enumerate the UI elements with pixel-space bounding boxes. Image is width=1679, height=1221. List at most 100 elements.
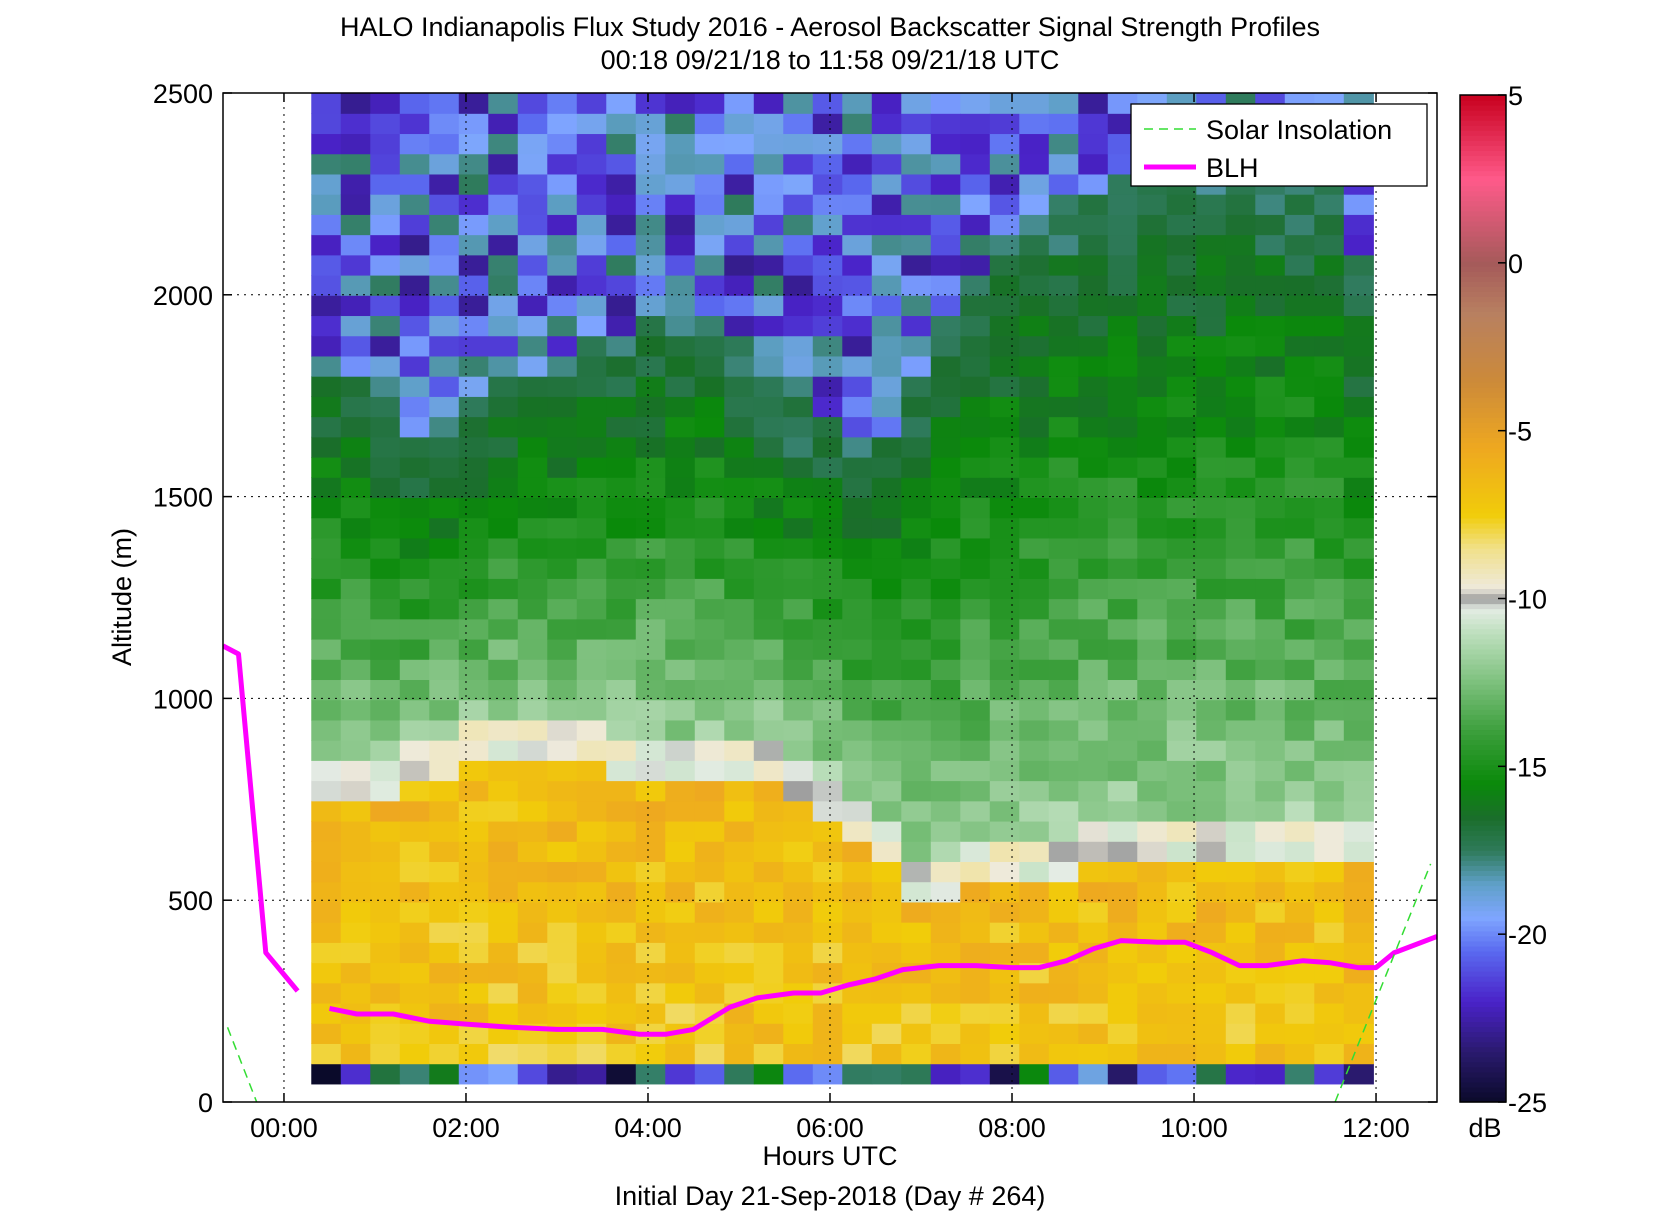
heatmap-cell	[1137, 254, 1168, 276]
heatmap-cell	[901, 153, 932, 175]
heatmap-cell	[783, 1043, 814, 1065]
colorbar-segment	[1460, 170, 1506, 177]
legend: Solar Insolation BLH	[1130, 103, 1428, 187]
heatmap-cell	[429, 153, 460, 175]
heatmap-cell	[724, 558, 755, 579]
heatmap-cell	[1107, 881, 1138, 903]
heatmap-cell	[488, 537, 519, 559]
heatmap-cell	[1166, 254, 1197, 276]
heatmap-cell	[340, 618, 371, 640]
heatmap-cell	[812, 659, 843, 681]
heatmap-cell	[901, 618, 932, 640]
heatmap-cell	[724, 922, 755, 943]
heatmap-cell	[694, 113, 725, 135]
heatmap-cell	[635, 659, 666, 681]
heatmap-cell	[1196, 254, 1227, 276]
colorbar-segment	[1460, 900, 1506, 907]
heatmap-cell	[340, 659, 371, 681]
heatmap-cell	[753, 618, 784, 640]
heatmap-cell	[1255, 618, 1286, 640]
heatmap-cell	[694, 780, 725, 802]
colorbar-segment	[1460, 704, 1506, 710]
heatmap-cell	[1166, 1063, 1197, 1085]
heatmap-cell	[724, 760, 755, 782]
colorbar-segment	[1460, 538, 1506, 544]
heatmap-cell	[1196, 1043, 1227, 1065]
heatmap-cell	[370, 679, 401, 701]
heatmap-cell	[694, 578, 725, 600]
heatmap-cell	[1343, 760, 1374, 782]
heatmap-cell	[1196, 436, 1227, 458]
heatmap-cell	[547, 1023, 578, 1044]
heatmap-cell	[1196, 618, 1227, 640]
heatmap-cell	[842, 497, 873, 519]
heatmap-cell	[930, 93, 961, 114]
heatmap-cell	[1107, 578, 1138, 600]
heatmap-cell	[547, 335, 578, 357]
heatmap-cell	[1284, 942, 1315, 964]
heatmap-cell	[606, 153, 637, 175]
heatmap-cell	[1137, 719, 1168, 741]
heatmap-cell	[458, 295, 489, 317]
heatmap-cell	[606, 517, 637, 539]
heatmap-cell	[458, 234, 489, 256]
heatmap-cell	[606, 93, 637, 114]
heatmap-cell	[724, 901, 755, 923]
heatmap-cell	[1078, 659, 1109, 681]
heatmap-cell	[517, 760, 548, 782]
heatmap-cell	[458, 922, 489, 943]
heatmap-cell	[517, 719, 548, 741]
heatmap-cell	[1166, 780, 1197, 802]
heatmap-cell	[960, 477, 991, 499]
heatmap-cell	[783, 962, 814, 984]
heatmap-cell	[1225, 740, 1256, 761]
colorbar-segment	[1460, 155, 1506, 162]
heatmap-cell	[989, 396, 1020, 418]
heatmap-cell	[547, 153, 578, 175]
heatmap-cell	[576, 376, 607, 397]
heatmap-cell	[399, 355, 430, 377]
colorbar-segment	[1460, 925, 1506, 932]
heatmap-cell	[1107, 396, 1138, 418]
heatmap-cell	[1137, 456, 1168, 478]
heatmap-cell	[1284, 901, 1315, 923]
heatmap-cell	[1107, 1043, 1138, 1065]
heatmap-cell	[547, 962, 578, 984]
colorbar-segment	[1460, 658, 1506, 665]
heatmap-cell	[606, 578, 637, 600]
heatmap-cell	[517, 699, 548, 721]
heatmap-cell	[724, 194, 755, 215]
heatmap-cell	[871, 841, 902, 862]
heatmap-cell	[1048, 93, 1079, 114]
heatmap-cell	[1078, 638, 1109, 660]
heatmap-cell	[547, 274, 578, 296]
heatmap-cell	[1255, 841, 1286, 862]
heatmap-cell	[1019, 477, 1050, 499]
heatmap-cell	[665, 93, 696, 114]
colorbar-segment	[1460, 271, 1506, 277]
heatmap-cell	[311, 436, 342, 458]
heatmap-cell	[458, 598, 489, 620]
heatmap-cell	[488, 315, 519, 337]
heatmap-cell	[1078, 497, 1109, 519]
heatmap-cell	[458, 436, 489, 458]
heatmap-cell	[635, 618, 666, 640]
heatmap-cell	[1107, 901, 1138, 923]
heatmap-cell	[842, 234, 873, 256]
heatmap-cell	[429, 881, 460, 903]
heatmap-cell	[901, 679, 932, 701]
colorbar-segment	[1460, 890, 1506, 897]
heatmap-cell	[429, 537, 460, 559]
heatmap-cell	[576, 800, 607, 822]
heatmap-cell	[1048, 1043, 1079, 1065]
colorbar-segment	[1460, 326, 1506, 333]
heatmap-cell	[1137, 517, 1168, 539]
heatmap-cell	[753, 800, 784, 822]
heatmap-cell	[635, 315, 666, 337]
heatmap-cell	[370, 194, 401, 215]
heatmap-cell	[1284, 598, 1315, 620]
heatmap-cell	[871, 376, 902, 397]
colorbar-segment	[1460, 583, 1506, 590]
heatmap-cell	[960, 618, 991, 640]
heatmap-cell	[311, 699, 342, 721]
